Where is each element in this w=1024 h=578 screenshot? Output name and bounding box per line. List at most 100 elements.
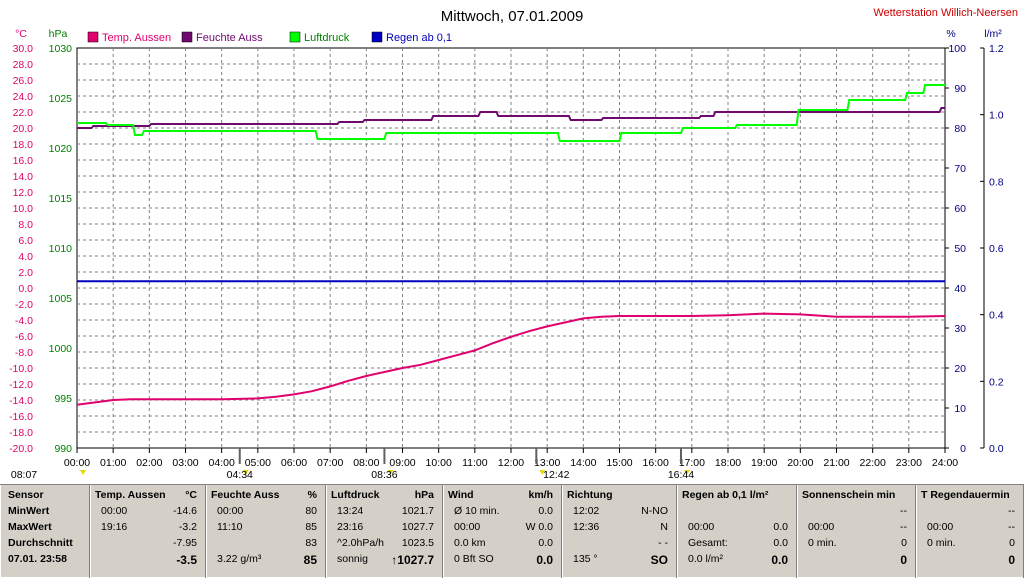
rain-tick-label: 0.4 (989, 310, 1004, 322)
x-tick-label: 00:00 (64, 457, 90, 469)
humidity-tick-label: 40 (954, 283, 966, 295)
stats-cell-left: 0 min. (927, 537, 956, 549)
stats-column: Regen ab 0,1 l/m² 00:00 0.0 Gesamt: 0.0 0.0 l… (677, 485, 797, 578)
x-tick-label: 01:00 (100, 457, 126, 469)
stats-cell-value: 0 (901, 537, 907, 549)
stats-cell-left: 00:00 (927, 521, 954, 533)
stats-column: Feuchte Auss% 00:00 80 11:10 85 83 3.22 g/m³ 85 (206, 485, 326, 578)
stats-row-label: 07.01. 23:58 (8, 553, 67, 565)
temp-tick-label: -8.0 (15, 347, 33, 359)
stats-column-title: T Regendauermin (921, 489, 1010, 501)
stats-cell-left: Gesamt: (688, 537, 728, 549)
temp-tick-label: -6.0 (15, 331, 33, 343)
temp-unit: °C (15, 28, 27, 40)
stats-column: Sonnenschein min -- 00:00 -- 0 min. 0 0 (797, 485, 916, 578)
stats-column: Temp. Aussen °C 00:00 -14.6 19:16 -3.2 -7.95 -3… (90, 485, 206, 578)
temp-tick-label: 4.0 (18, 251, 33, 263)
stats-cell-left: 11:10 (217, 521, 243, 533)
pressure-tick-label: 1015 (49, 193, 73, 205)
stats-cell-left: 13:24 (337, 505, 364, 517)
stats-cell-value: 80 (305, 505, 317, 517)
stats-cell-value: 0 (1009, 537, 1015, 549)
stats-column: Richtung 12:02 N-NO 12:36 N - - 135 ° SO (562, 485, 677, 578)
stats-cell-value: 0 (1008, 553, 1015, 567)
x-tick-label: 09:00 (389, 457, 415, 469)
stats-column-title: Sonnenschein min (802, 489, 896, 501)
weather-chart: 30.0 28.0 26.0 24.0 22.0 20.0 18.0 16.0 14.0 12.0… (9, 7, 1018, 481)
stats-row-label: Sensor (8, 489, 44, 501)
x-tick-label: 03:00 (172, 457, 198, 469)
stats-column-unit: km/h (528, 489, 553, 501)
humidity-tick-label: 60 (954, 203, 966, 215)
stats-cell-left: 00:00 (808, 521, 835, 533)
stats-cell-value: -3.5 (176, 553, 197, 567)
temp-tick-label: 2.0 (18, 267, 33, 279)
stats-cell-left: 23:16 (337, 521, 364, 533)
stats-column-title: Luftdruck (331, 489, 380, 501)
stats-cell-value: 0.0 (538, 537, 553, 549)
marker-glyph (242, 470, 249, 475)
temp-tick-label: 10.0 (13, 203, 34, 215)
legend-label: Temp. Aussen (102, 32, 171, 44)
temp-tick-label: 6.0 (18, 235, 33, 247)
stats-column-unit: °C (185, 489, 197, 501)
stats-cell-value: 83 (305, 537, 317, 549)
stats-cell-value: 0.0 (773, 521, 788, 533)
x-tick-label: 08:00 (353, 457, 379, 469)
x-tick-label: 04:00 (209, 457, 235, 469)
temp-tick-label: 14.0 (13, 171, 34, 183)
stats-cell-left: 00:00 (688, 521, 715, 533)
marker-glyph (539, 470, 546, 475)
stats-cell-left: 0.0 km (454, 537, 486, 549)
rain-tick-label: 1.2 (989, 43, 1004, 55)
humidity-tick-label: 0 (960, 443, 966, 455)
temp-tick-label: -14.0 (9, 395, 33, 407)
stats-column: Luftdruck hPa 13:24 1021.7 23:16 1027.7 ^2.0hP… (326, 485, 443, 578)
marker-label: 12:42 (543, 469, 569, 481)
legend-swatch (87, 31, 99, 43)
stats-cell-value: SO (650, 553, 668, 567)
stats-cell-left: 19:16 (101, 521, 128, 533)
temp-tick-label: 0.0 (18, 283, 33, 295)
marker-glyph (387, 470, 394, 475)
statistics-panel: Sensor MinWert MaxWert Durchschnitt 07.01. 2… (0, 484, 1024, 578)
humidity-tick-label: 10 (954, 403, 966, 415)
temp-tick-label: -10.0 (9, 363, 33, 375)
humidity-tick-label: 100 (948, 43, 966, 55)
stats-cell-value: 85 (305, 521, 317, 533)
temp-tick-label: 12.0 (13, 187, 34, 199)
temp-tick-label: 26.0 (13, 75, 34, 87)
humidity-tick-label: 20 (954, 363, 966, 375)
stats-row-label: MinWert (8, 505, 50, 517)
stats-cell-value: -- (1008, 521, 1015, 533)
rain-tick-label: 0.2 (989, 376, 1004, 388)
x-tick-label: 05:00 (245, 457, 271, 469)
stats-cell-left: 135 ° (573, 553, 598, 565)
humidity-tick-label: 80 (954, 123, 966, 135)
pressure-tick-label: 995 (54, 393, 72, 405)
stats-cell-value: 0.0 (771, 553, 788, 567)
pressure-tick-label: 990 (54, 443, 72, 455)
stats-cell-left: 0 min. (808, 537, 837, 549)
stats-cell-value: -7.95 (173, 537, 197, 549)
stats-cell-value: W 0.0 (525, 521, 553, 533)
x-tick-label: 23:00 (896, 457, 922, 469)
x-tick-label: 21:00 (823, 457, 849, 469)
pressure-tick-label: 1000 (49, 343, 73, 355)
temp-tick-label: -4.0 (15, 315, 33, 327)
series-pressure-line (77, 84, 945, 142)
stats-label-column: Sensor MinWert MaxWert Durchschnitt 07.01. 2… (0, 485, 90, 578)
stats-cell-left: Ø 10 min. (454, 505, 500, 517)
station-name: Wetterstation Willich-Neersen (873, 7, 1018, 19)
rain-unit: l/m² (984, 28, 1002, 40)
stats-cell-value: 85 (303, 553, 317, 567)
stats-column-unit: hPa (414, 489, 434, 501)
stats-cell-value: 0 (900, 553, 907, 567)
stats-cell-value: -3.2 (178, 521, 197, 533)
stats-cell-value: N (660, 521, 668, 533)
humidity-tick-label: 30 (954, 323, 966, 335)
stats-column-title: Wind (448, 489, 474, 501)
x-tick-label: 15:00 (606, 457, 632, 469)
marker-label: 08:36 (371, 469, 397, 481)
stats-cell-value: -14.6 (173, 505, 197, 517)
